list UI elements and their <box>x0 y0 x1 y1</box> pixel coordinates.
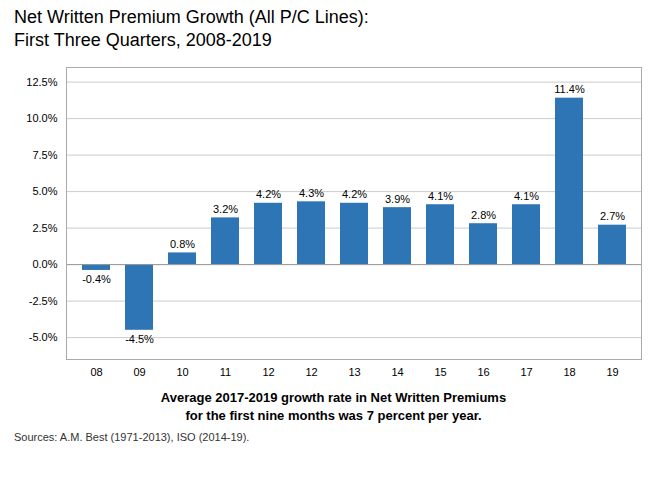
svg-text:-5.0%: -5.0% <box>29 331 58 343</box>
svg-text:3.2%: 3.2% <box>213 203 238 215</box>
svg-text:0.0%: 0.0% <box>32 258 57 270</box>
svg-text:14: 14 <box>391 366 403 378</box>
svg-text:-0.4%: -0.4% <box>82 273 111 285</box>
html-text:Sources: A.M. Best (1971-2013): Sources: A.M. Best (1971-2013), ISO (201… <box>14 431 250 444</box>
svg-text:4.2%: 4.2% <box>256 188 281 200</box>
svg-text:10.0%: 10.0% <box>26 112 57 124</box>
svg-text:08: 08 <box>90 366 102 378</box>
svg-text:2.5%: 2.5% <box>32 222 57 234</box>
svg-text:18: 18 <box>563 366 575 378</box>
svg-text:09: 09 <box>133 366 145 378</box>
html-text:Net Written Premium Growth (Al: Net Written Premium Growth (All P/C Line… <box>14 7 369 50</box>
svg-text:7.5%: 7.5% <box>32 149 57 161</box>
svg-text:13: 13 <box>348 366 360 378</box>
svg-text:17: 17 <box>520 366 532 378</box>
svg-text:-2.5%: -2.5% <box>29 295 58 307</box>
svg-text:12.5%: 12.5% <box>26 76 57 88</box>
svg-text:5.0%: 5.0% <box>32 185 57 197</box>
svg-text:3.9%: 3.9% <box>385 193 410 205</box>
svg-text:4.3%: 4.3% <box>299 187 324 199</box>
svg-text:10: 10 <box>176 366 188 378</box>
svg-text:16: 16 <box>477 366 489 378</box>
svg-text:19: 19 <box>606 366 618 378</box>
svg-text:4.1%: 4.1% <box>428 190 453 202</box>
svg-text:4.2%: 4.2% <box>342 188 367 200</box>
svg-text:-4.5%: -4.5% <box>125 333 154 345</box>
svg-text:11.4%: 11.4% <box>554 83 585 95</box>
svg-text:2.7%: 2.7% <box>600 210 625 222</box>
svg-text:12: 12 <box>262 366 274 378</box>
svg-text:11: 11 <box>220 366 231 378</box>
svg-text:0.8%: 0.8% <box>170 238 195 250</box>
svg-text:4.1%: 4.1% <box>514 190 539 202</box>
html-text:Average 2017-2019 growth rate: Average 2017-2019 growth rate in Net Wri… <box>160 390 507 424</box>
svg-text:15: 15 <box>434 366 446 378</box>
svg-text:12: 12 <box>305 366 317 378</box>
svg-text:2.8%: 2.8% <box>471 209 496 221</box>
